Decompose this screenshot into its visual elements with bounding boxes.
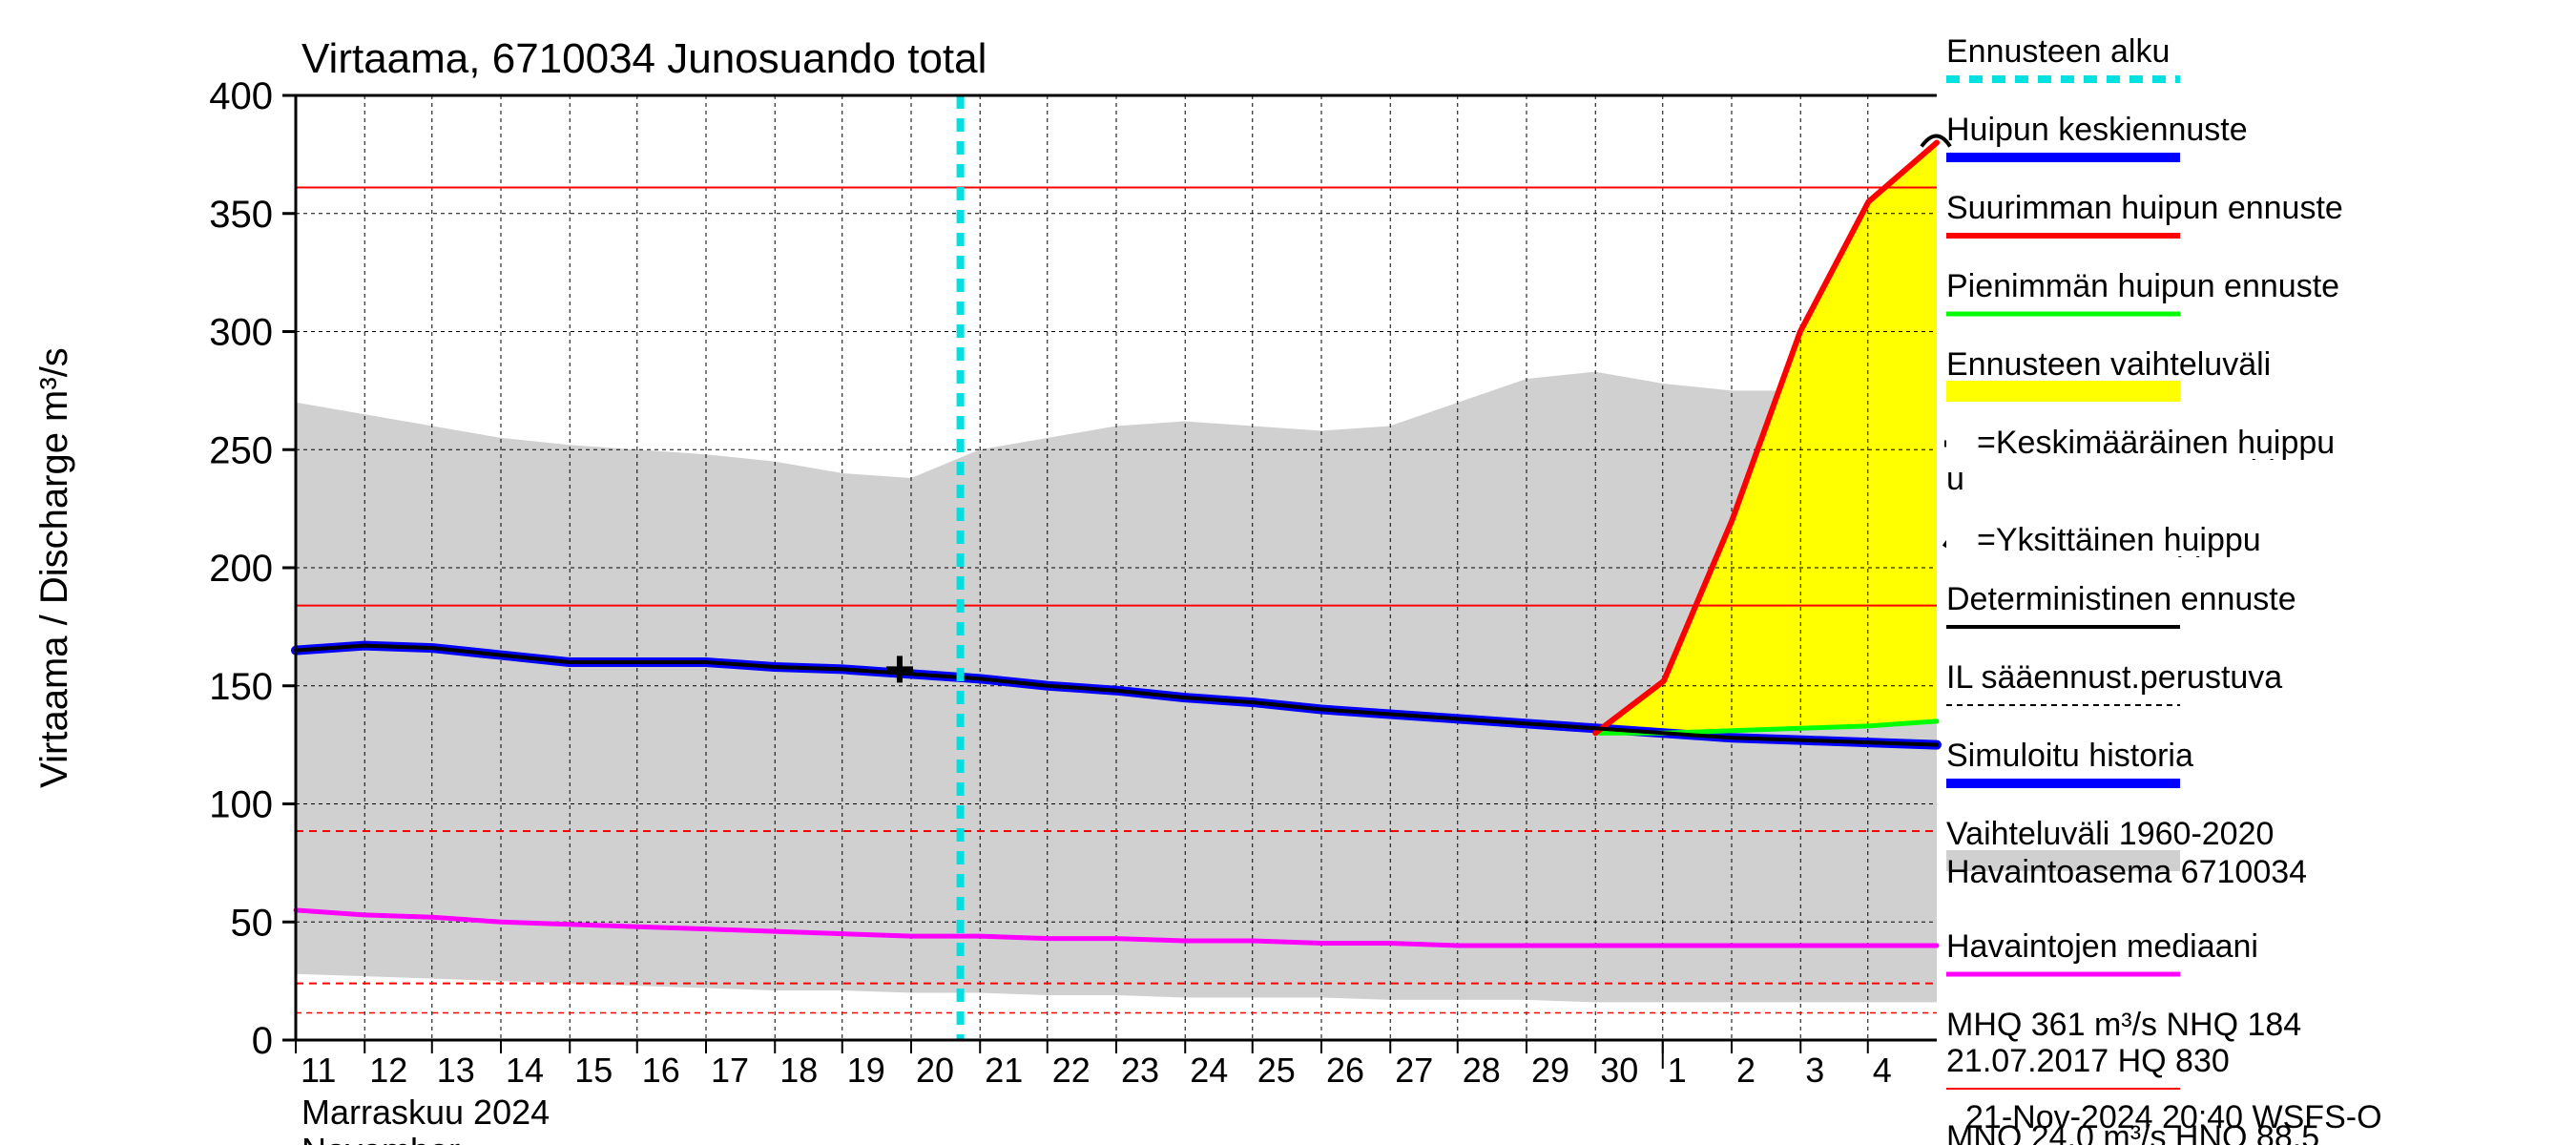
legend-label: Ennusteen vaihteluväli bbox=[1946, 346, 2271, 383]
x-tick-label: 24 bbox=[1190, 1051, 1228, 1090]
x-tick-label: 12 bbox=[369, 1051, 407, 1090]
legend-label: Deterministinen ennuste bbox=[1946, 581, 2296, 617]
legend-label: Suurimman huipun ennuste bbox=[1946, 190, 2343, 226]
x-tick-label: 25 bbox=[1257, 1051, 1296, 1090]
y-tick-label: 50 bbox=[231, 902, 274, 944]
x-month-fi: Marraskuu 2024 bbox=[301, 1093, 550, 1132]
x-tick-label: 1 bbox=[1668, 1051, 1687, 1090]
x-tick-label: 26 bbox=[1326, 1051, 1364, 1090]
y-tick-label: 100 bbox=[209, 784, 273, 826]
y-tick-label: 200 bbox=[209, 548, 273, 590]
x-tick-label: 23 bbox=[1121, 1051, 1159, 1090]
x-tick-label: 14 bbox=[506, 1051, 544, 1090]
legend-label: IL sääennust.perustuva bbox=[1946, 659, 2282, 696]
y-tick-label: 300 bbox=[209, 312, 273, 354]
footer-timestamp: 21-Nov-2024 20:40 WSFS-O bbox=[1965, 1099, 2382, 1135]
y-axis-label: Virtaama / Discharge m³/s bbox=[33, 347, 75, 788]
x-tick-label: 11 bbox=[301, 1051, 336, 1090]
x-tick-label: 15 bbox=[574, 1051, 613, 1090]
legend-label: u bbox=[1946, 461, 1964, 497]
x-tick-label: 13 bbox=[437, 1051, 475, 1090]
legend-label: Havaintojen mediaani bbox=[1946, 928, 2258, 965]
x-month-en: November bbox=[301, 1131, 460, 1145]
y-tick-label: 0 bbox=[252, 1020, 273, 1062]
legend-label: Huipun keskiennuste bbox=[1946, 112, 2248, 148]
x-tick-label: 30 bbox=[1600, 1051, 1638, 1090]
x-tick-label: 21 bbox=[985, 1051, 1023, 1090]
legend-label: =Keskimääräinen huippu bbox=[1977, 425, 2335, 461]
x-tick-label: 18 bbox=[779, 1051, 818, 1090]
x-tick-label: 17 bbox=[711, 1051, 749, 1090]
legend-label: Havaintoasema 6710034 bbox=[1946, 854, 2307, 890]
y-tick-label: 350 bbox=[209, 194, 273, 236]
chart-title: Virtaama, 6710034 Junosuando total bbox=[301, 35, 987, 82]
legend-label: =Yksittäinen huippu bbox=[1977, 522, 2261, 558]
x-tick-label: 16 bbox=[642, 1051, 680, 1090]
x-tick-label: 29 bbox=[1531, 1051, 1569, 1090]
legend-label: 21.07.2017 HQ 830 bbox=[1946, 1043, 2230, 1079]
x-tick-label: 20 bbox=[916, 1051, 954, 1090]
x-tick-label: 27 bbox=[1395, 1051, 1433, 1090]
x-tick-label: 19 bbox=[847, 1051, 885, 1090]
discharge-chart: 0501001502002503003504001112131415161718… bbox=[0, 0, 2576, 1145]
legend-label: MHQ 361 m³/s NHQ 184 bbox=[1946, 1007, 2301, 1043]
y-tick-label: 150 bbox=[209, 666, 273, 708]
x-tick-label: 3 bbox=[1805, 1051, 1824, 1090]
legend-label: Ennusteen alku bbox=[1946, 33, 2170, 70]
x-tick-label: 4 bbox=[1873, 1051, 1892, 1090]
x-tick-label: 22 bbox=[1052, 1051, 1091, 1090]
legend-label: Pienimmän huipun ennuste bbox=[1946, 268, 2339, 304]
x-tick-label: 2 bbox=[1736, 1051, 1755, 1090]
y-tick-label: 400 bbox=[209, 75, 273, 117]
legend-label: Simuloitu historia bbox=[1946, 738, 2193, 774]
y-tick-label: 250 bbox=[209, 429, 273, 471]
legend-label: Vaihteluväli 1960-2020 bbox=[1946, 816, 2274, 852]
x-tick-label: 28 bbox=[1463, 1051, 1501, 1090]
